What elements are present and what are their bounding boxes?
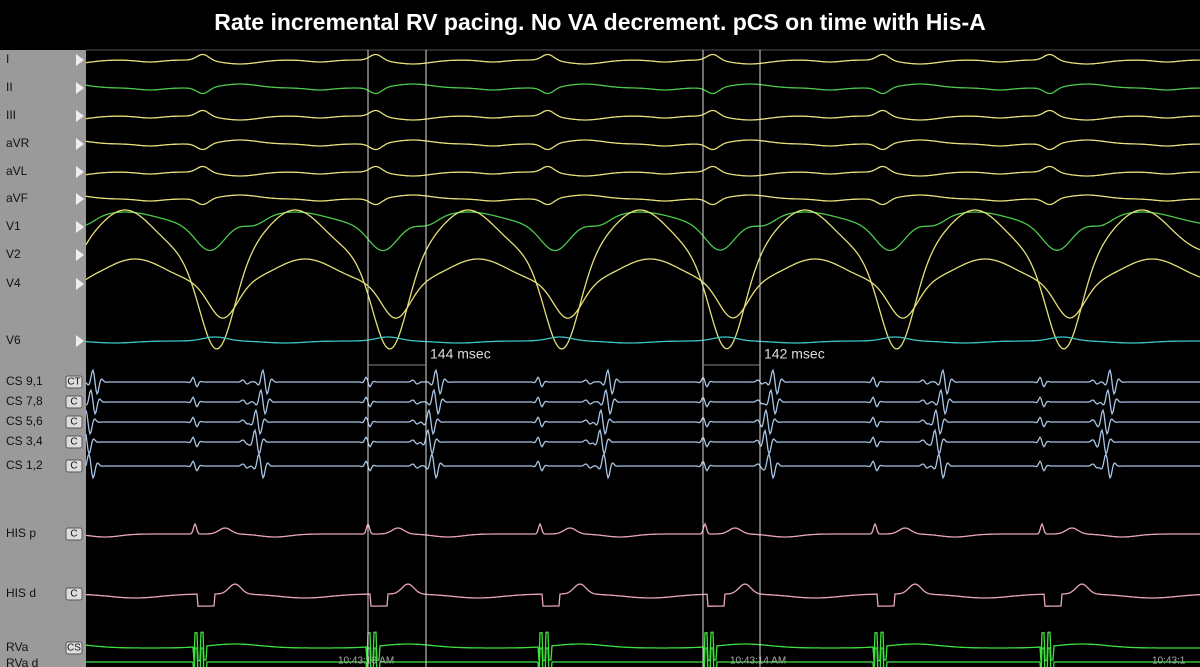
trace bbox=[85, 83, 1200, 95]
trace bbox=[85, 452, 1200, 480]
channel-tag-box bbox=[65, 375, 83, 389]
channel-label: V2 bbox=[6, 247, 21, 261]
measurement-label: 142 msec bbox=[764, 346, 825, 362]
channel-arrow bbox=[76, 138, 84, 150]
timestamp: 10:43:13 AM bbox=[338, 656, 394, 667]
channel-tag: CS bbox=[67, 643, 81, 654]
channel-label: aVR bbox=[6, 136, 30, 150]
trace bbox=[85, 631, 1200, 662]
channel-tag: C bbox=[70, 437, 77, 448]
timestamp: 10:43:14 AM bbox=[730, 656, 786, 667]
channel-tag: C bbox=[70, 417, 77, 428]
channel-tag: C bbox=[70, 529, 77, 540]
channel-arrow bbox=[76, 193, 84, 205]
channel-arrow bbox=[76, 249, 84, 261]
trace bbox=[85, 368, 1200, 396]
channel-label: HIS d bbox=[6, 586, 36, 600]
trace bbox=[86, 647, 1200, 667]
title: Rate incremental RV pacing. No VA decrem… bbox=[214, 9, 986, 35]
channel-label: HIS p bbox=[6, 526, 36, 540]
channel-label: RVa d bbox=[6, 656, 38, 667]
channel-label: aVF bbox=[6, 191, 28, 205]
channel-tag: CT bbox=[67, 377, 80, 388]
trace bbox=[85, 428, 1200, 456]
trace bbox=[85, 408, 1200, 436]
channel-arrow bbox=[76, 110, 84, 122]
channel-label: V1 bbox=[6, 219, 21, 233]
trace bbox=[85, 388, 1200, 416]
channel-tag-box bbox=[65, 435, 83, 449]
trace bbox=[85, 209, 1200, 350]
channel-label: CS 1,2 bbox=[6, 458, 43, 472]
trace bbox=[86, 583, 1200, 608]
channel-tag-box bbox=[65, 459, 83, 473]
channel-label: CS 7,8 bbox=[6, 394, 43, 408]
channel-label: I bbox=[6, 52, 9, 66]
overlay: 144 msec 142 msec 10:43:13 AM 10:43:14 AM 10… bbox=[338, 50, 1186, 667]
channel-label: CS 3,4 bbox=[6, 434, 43, 448]
channel-arrow bbox=[76, 82, 84, 94]
trace bbox=[85, 194, 1200, 206]
channel-tag-box bbox=[65, 641, 83, 655]
channel-label: CS 5,6 bbox=[6, 414, 43, 428]
channel-arrow bbox=[76, 166, 84, 178]
channel-label: RVa bbox=[6, 640, 29, 654]
channel-tag-box bbox=[65, 395, 83, 409]
channel-panel bbox=[0, 50, 86, 667]
traces bbox=[85, 53, 1200, 667]
channel-tag-box bbox=[65, 527, 83, 541]
channel-label: II bbox=[6, 80, 13, 94]
channel-arrow bbox=[76, 278, 84, 290]
channel-tag: C bbox=[70, 397, 77, 408]
trace bbox=[86, 336, 1200, 344]
trace bbox=[85, 522, 1200, 538]
trace bbox=[85, 139, 1200, 151]
trace bbox=[85, 165, 1200, 177]
channel-tag-box bbox=[65, 587, 83, 601]
channel-tag: C bbox=[70, 461, 77, 472]
channel-arrow bbox=[76, 221, 84, 233]
trace bbox=[85, 211, 1200, 252]
trace bbox=[85, 109, 1200, 121]
channel-arrow bbox=[76, 54, 84, 66]
channel-label: V6 bbox=[6, 333, 21, 347]
channel-tag: C bbox=[70, 589, 77, 600]
channel-label: V4 bbox=[6, 276, 21, 290]
trace bbox=[85, 258, 1200, 319]
measurement-label: 144 msec bbox=[430, 346, 491, 362]
trace bbox=[85, 53, 1200, 65]
channel-tag-box bbox=[65, 415, 83, 429]
timestamp: 10:43:1 bbox=[1152, 656, 1186, 667]
channel-label: III bbox=[6, 108, 16, 122]
channel-label: CS 9,1 bbox=[6, 374, 43, 388]
channel-label: aVL bbox=[6, 164, 28, 178]
channel-arrow bbox=[76, 335, 84, 347]
